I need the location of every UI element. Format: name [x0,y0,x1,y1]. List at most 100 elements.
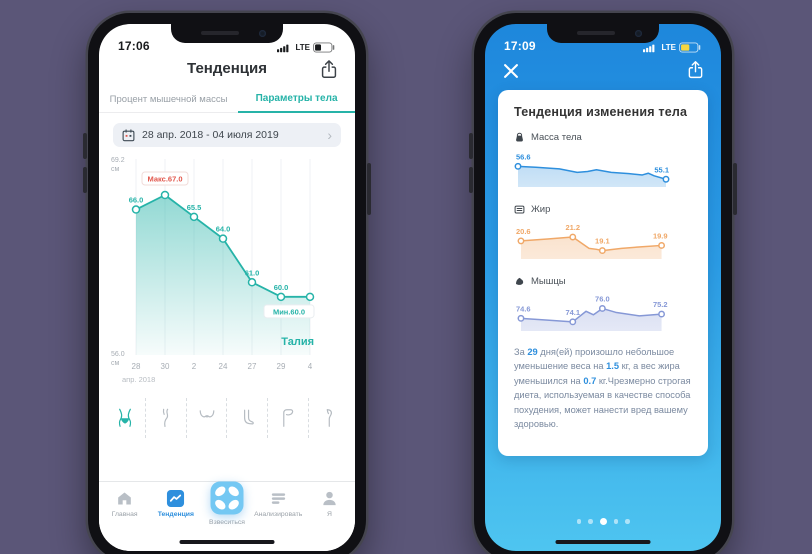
body-mass-chart: 56.6 55.1 [514,152,670,187]
nav-analyze-label: Анализировать [254,511,303,518]
share-icon [321,60,337,78]
fat-layers-icon [514,205,525,214]
body-part-bust[interactable] [187,398,228,438]
volume-up-button [83,133,87,159]
signal-icon [277,44,289,52]
volume-down-button [83,167,87,193]
summary-highlight: 0.7 [583,375,597,386]
body-part-foot[interactable] [227,398,269,438]
waist-chart: 28 30 2 24 27 29 4 апр. 2018 69.2 см 56.0 см 66.0 65.… [111,157,315,384]
svg-text:24: 24 [219,362,228,371]
network-label: LTE [295,43,310,52]
muscle-chart: 74.6 74.1 76.0 75.2 [516,294,668,331]
home-indicator[interactable] [555,540,651,544]
svg-text:19.9: 19.9 [653,231,668,240]
nav-weigh-label: Взвеситься [209,519,245,526]
body-part-calf[interactable] [309,398,349,438]
volume-up-button [469,133,473,159]
svg-text:21.2: 21.2 [565,223,580,232]
hip-icon [162,408,168,428]
tab-body-parameters[interactable]: Параметры тела [238,86,355,113]
foot-icon [244,409,255,425]
svg-text:74.6: 74.6 [516,304,531,313]
body-part-waist[interactable] [105,398,146,438]
summary-highlight: 29 [527,347,538,357]
close-button[interactable] [499,60,523,84]
page-title: Тенденция [187,60,267,77]
share-button[interactable] [316,57,342,83]
camera-dot [259,29,266,37]
nav-trend[interactable]: Тенденция [150,489,201,518]
power-button [367,163,371,215]
section-label: Масса тела [531,132,582,143]
battery-icon [679,42,701,53]
nav-trend-label: Тенденция [157,511,194,518]
page-dot [625,519,630,524]
svg-text:66.0: 66.0 [129,196,144,205]
svg-text:75.2: 75.2 [653,300,668,309]
svg-text:69.2: 69.2 [111,157,125,164]
share-button[interactable] [682,58,708,84]
bottom-navigation: Главная Тенденция [99,481,355,551]
summary-highlight: 1.5 [606,361,620,372]
notch [171,24,283,43]
trend-report-card: Тенденция изменения тела Масса тела 56.6… [498,90,708,456]
page-dot [576,519,581,524]
section-body-mass: Масса тела 56.6 55.1 [514,132,692,191]
nav-analyze[interactable]: Анализировать [253,489,304,518]
nav-me[interactable]: Я [304,489,355,518]
svg-text:56.6: 56.6 [516,152,531,161]
section-fat: Жир 20.6 21.2 19.1 19.9 [514,204,692,263]
page-dot [613,519,618,524]
fat-chart: 20.6 21.2 19.1 19.9 [516,223,668,259]
status-time: 17:06 [118,39,150,53]
svg-text:60.0: 60.0 [274,283,289,292]
trend-icon [167,489,185,508]
page-dot [599,518,607,525]
home-indicator[interactable] [179,540,275,544]
share-icon [688,61,702,79]
svg-text:20.6: 20.6 [516,227,531,236]
status-bar: 17:06 LTE [99,24,355,56]
section-label: Мышцы [531,276,566,287]
svg-text:65.5: 65.5 [187,203,202,212]
date-range-selector[interactable]: 28 апр. 2018 - 04 июля 2019 › [113,123,341,147]
body-part-thigh[interactable] [268,398,310,438]
muscle-arm-icon [516,277,524,285]
speaker-slot [577,31,616,35]
network-label: LTE [661,43,676,52]
speaker-slot [201,31,240,35]
app-header: Тенденция [99,53,355,86]
svg-text:Талия: Талия [281,336,314,348]
svg-text:56.0: 56.0 [111,351,125,358]
nav-home[interactable]: Главная [99,489,150,518]
card-title: Тенденция изменения тела [514,105,688,119]
svg-text:Макс.67.0: Макс.67.0 [147,175,182,184]
calf-icon [326,409,333,427]
left-phone: 17:06 LTE Тенденция [83,13,371,554]
summary-text: За 29 дня(ей) произошло небольшое уменьш… [514,347,691,430]
camera-dot [635,29,642,37]
svg-text:64.0: 64.0 [216,225,231,234]
right-phone: 17:09 LTE [469,13,737,554]
volume-down-button [469,167,473,193]
section-muscle: Мышцы 74.6 74.1 76.0 75.2 [514,276,692,335]
svg-text:30: 30 [161,362,170,371]
svg-text:2: 2 [192,362,197,371]
svg-text:74.1: 74.1 [565,308,580,317]
body-part-selector [105,398,349,438]
analyze-icon [271,493,285,504]
page-dot [588,519,593,524]
home-icon [118,492,131,505]
nav-weigh[interactable]: Взвеситься [201,481,252,526]
nav-me-label: Я [326,511,332,518]
status-bar: 17:09 LTE [485,24,721,56]
svg-text:28: 28 [132,362,141,371]
body-part-hip[interactable] [146,398,187,438]
tab-muscle-percent[interactable]: Процент мышечной массы [109,93,228,105]
tab-bar-top: Процент мышечной массы Параметры тела [99,86,355,113]
battery-icon [313,42,335,53]
svg-text:61.0: 61.0 [245,268,260,277]
right-screen: 17:09 LTE [485,24,721,551]
